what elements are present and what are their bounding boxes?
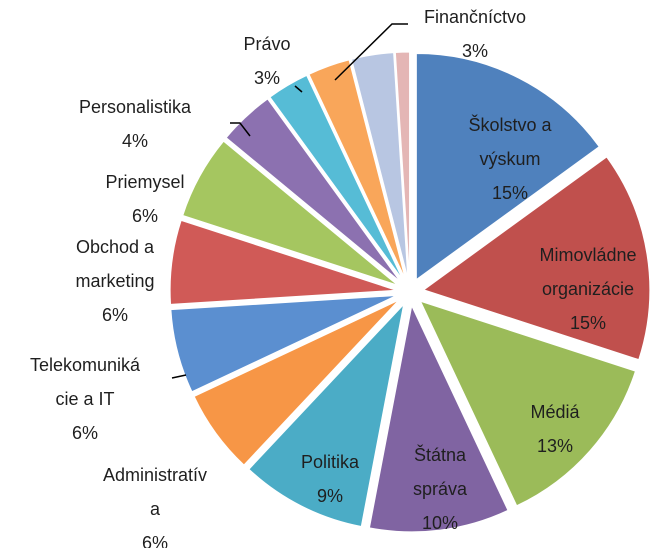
slice-label: Telekomuniká xyxy=(30,355,141,375)
pie-slice xyxy=(269,74,404,281)
slice-label: a xyxy=(150,499,161,519)
value-label: 13% xyxy=(537,436,573,456)
pie-slice xyxy=(169,219,397,305)
slice-label: Obchod a xyxy=(76,237,155,257)
value-label: 6% xyxy=(72,423,98,443)
pie-slice xyxy=(308,59,406,280)
pie-slice xyxy=(225,98,401,283)
slice-label: marketing xyxy=(75,271,154,291)
slice-label: Finančníctvo xyxy=(424,7,526,27)
slice-label: Priemysel xyxy=(105,172,184,192)
slice-label: Štátna xyxy=(414,444,467,465)
slice-label: Administratív xyxy=(103,465,207,485)
value-label: 9% xyxy=(317,486,343,506)
value-label: 4% xyxy=(122,131,148,151)
pie-slice xyxy=(193,299,400,466)
value-label: 15% xyxy=(570,313,606,333)
slice-label: Právo xyxy=(243,34,290,54)
pie-slice xyxy=(422,156,651,361)
pie-slice xyxy=(182,140,399,286)
slice-label: Mimovládne xyxy=(539,245,636,265)
pie-slice xyxy=(394,51,411,279)
pie-slice xyxy=(170,294,397,393)
leader-line xyxy=(294,85,303,93)
slice-label: cie a IT xyxy=(55,389,114,409)
pie-slice xyxy=(350,52,409,279)
value-label: 6% xyxy=(102,305,128,325)
value-label: 6% xyxy=(142,533,168,548)
slice-label: Politika xyxy=(301,452,360,472)
slice-label: výskum xyxy=(479,149,540,169)
pie-slice xyxy=(419,300,637,507)
leader-line xyxy=(171,374,187,379)
leader-line xyxy=(334,23,408,81)
value-label: 6% xyxy=(132,206,158,226)
value-label: 3% xyxy=(254,68,280,88)
value-label: 15% xyxy=(492,183,528,203)
slice-label: Personalistika xyxy=(79,97,192,117)
value-label: 10% xyxy=(422,513,458,533)
slice-label: správa xyxy=(413,479,468,499)
leader-line xyxy=(230,122,251,137)
slice-label: Médiá xyxy=(530,402,580,422)
slice-label: organizácie xyxy=(542,279,634,299)
pie-slice xyxy=(415,53,600,281)
pie-slice xyxy=(368,304,509,533)
slice-label: Školstvo a xyxy=(468,114,552,135)
pie-slice xyxy=(248,302,405,528)
value-label: 3% xyxy=(462,41,488,61)
